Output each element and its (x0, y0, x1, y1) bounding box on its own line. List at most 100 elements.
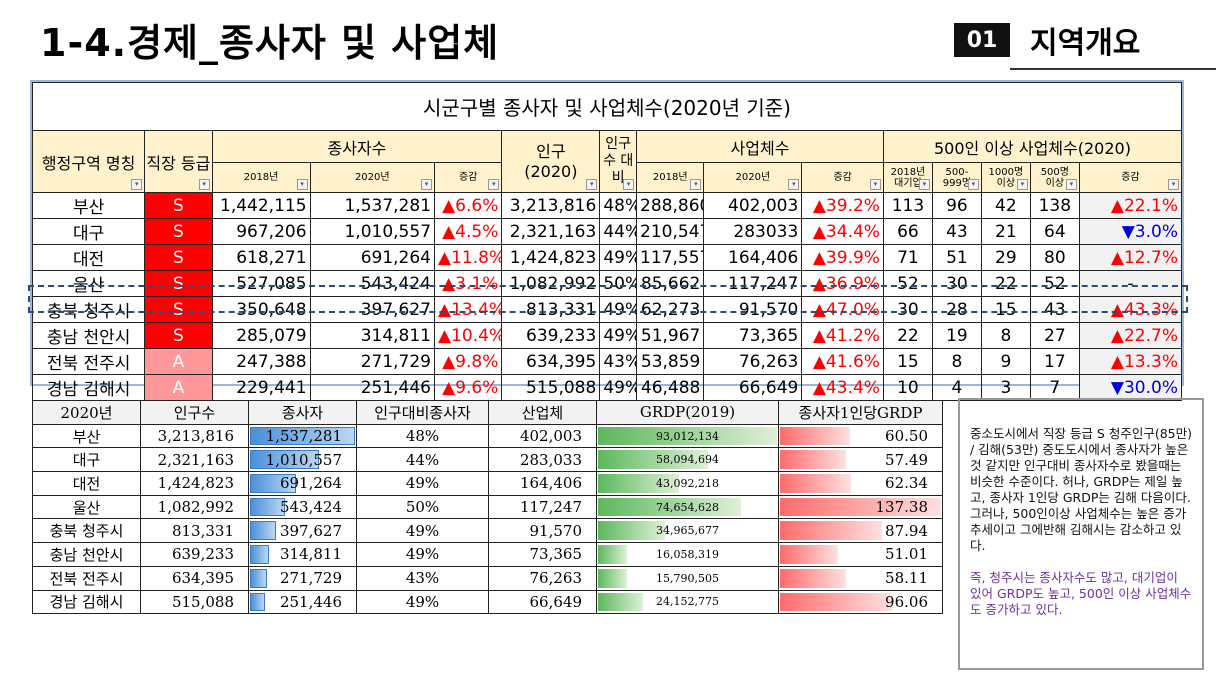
business-2020-cell[interactable]: 402,003 (703, 192, 803, 219)
workers-2020-cell[interactable]: 271,729 (309, 348, 436, 375)
over500-change-cell[interactable]: ▼30.0% (1078, 374, 1183, 401)
filter-dropdown-icon[interactable]: ▾ (586, 179, 598, 190)
grdp-per-worker-cell[interactable]: 60.50 (778, 423, 943, 449)
region-cell[interactable]: 대구 (31, 218, 146, 245)
business-change-cell[interactable]: ▲43.4% (801, 374, 884, 401)
business-cell[interactable]: 91,570 (488, 518, 597, 544)
filter-dropdown-icon[interactable]: ▾ (1168, 179, 1179, 190)
workers-2020-cell[interactable]: 314,811 (309, 322, 436, 349)
region-cell[interactable]: 충남 천안시 (32, 542, 141, 567)
business-2018-cell[interactable]: 117,557 (636, 244, 705, 271)
over500-2018-cell[interactable]: 66 (882, 218, 933, 245)
region-cell[interactable]: 대전 (31, 244, 146, 271)
workers-2018-cell[interactable]: 350,648 (211, 296, 311, 323)
over500-change-cell[interactable]: ▲43.3% (1078, 296, 1183, 323)
over500-1000-cell[interactable]: 42 (980, 192, 1031, 219)
col-business-2020[interactable]: 2020년 ▾ (703, 162, 803, 193)
business-2020-cell[interactable]: 66,649 (703, 374, 803, 401)
business-cell[interactable]: 164,406 (488, 471, 597, 496)
business-2020-cell[interactable]: 117,247 (703, 270, 803, 297)
business-2020-cell[interactable]: 76,263 (703, 348, 803, 375)
workers-cell[interactable]: 251,446 (248, 589, 357, 615)
pop-ratio-cell[interactable]: 49% (599, 374, 638, 401)
business-2018-cell[interactable]: 46,488 (636, 374, 705, 401)
grade-cell[interactable]: S (144, 218, 213, 245)
workers-2020-cell[interactable]: 1,010,557 (309, 218, 436, 245)
business-2018-cell[interactable]: 53,859 (636, 348, 705, 375)
grdp-cell[interactable]: 16,058,319 (596, 542, 779, 567)
filter-dropdown-icon[interactable]: ▾ (967, 179, 979, 190)
over500-1000-cell[interactable]: 22 (980, 270, 1031, 297)
over500-500-999-cell[interactable]: 4 (931, 374, 982, 401)
population-cell[interactable]: 3,213,816 (140, 423, 249, 449)
over500-500-999-cell[interactable]: 96 (931, 192, 982, 219)
grade-cell[interactable]: A (144, 348, 213, 375)
population-cell[interactable]: 2,321,163 (140, 447, 249, 473)
workers-cell[interactable]: 691,264 (248, 471, 357, 496)
filter-dropdown-icon[interactable]: ▾ (869, 179, 881, 190)
workers-2020-cell[interactable]: 251,446 (309, 374, 436, 401)
workers-change-cell[interactable]: ▲11.8% (434, 244, 503, 271)
filter-dropdown-icon[interactable]: ▾ (1016, 179, 1028, 190)
pop-ratio-cell[interactable]: 49% (356, 542, 489, 567)
grdp-cell[interactable]: 74,654,628 (596, 494, 779, 520)
over500-2018-cell[interactable]: 15 (882, 348, 933, 375)
pop-ratio-cell[interactable]: 49% (599, 244, 638, 271)
over500-1000-cell[interactable]: 3 (980, 374, 1031, 401)
pop-ratio-cell[interactable]: 49% (599, 296, 638, 323)
col-population[interactable]: 인구 (2020) ▾ (501, 130, 601, 193)
pop-ratio-cell[interactable]: 48% (599, 192, 638, 219)
filter-dropdown-icon[interactable]: ▾ (918, 179, 930, 190)
region-cell[interactable]: 전북 전주시 (32, 565, 141, 591)
population-cell[interactable]: 634,395 (140, 565, 249, 591)
col-pop-ratio[interactable]: 인구 수 대 비 ▾ (599, 130, 638, 193)
region-cell[interactable]: 부산 (32, 423, 141, 449)
workers-cell[interactable]: 271,729 (248, 565, 357, 591)
population-cell[interactable]: 1,082,992 (501, 270, 601, 297)
column-header[interactable]: 인구수 (140, 400, 249, 425)
workers-2018-cell[interactable]: 1,442,115 (211, 192, 311, 219)
population-cell[interactable]: 639,233 (140, 542, 249, 567)
grdp-cell[interactable]: 58,094,694 (596, 447, 779, 473)
workers-2018-cell[interactable]: 285,079 (211, 322, 311, 349)
pop-ratio-cell[interactable]: 49% (599, 322, 638, 349)
filter-dropdown-icon[interactable]: ▾ (1065, 179, 1077, 190)
filter-dropdown-icon[interactable]: ▾ (788, 179, 800, 190)
business-change-cell[interactable]: ▲39.9% (801, 244, 884, 271)
grdp-cell[interactable]: 34,965,677 (596, 518, 779, 544)
business-change-cell[interactable]: ▲36.9% (801, 270, 884, 297)
workers-cell[interactable]: 543,424 (248, 494, 357, 520)
workers-cell[interactable]: 1,010,557 (248, 447, 357, 473)
over500-2018-cell[interactable]: 71 (882, 244, 933, 271)
population-cell[interactable]: 1,424,823 (140, 471, 249, 496)
over500-2018-cell[interactable]: 52 (882, 270, 933, 297)
workers-cell[interactable]: 397,627 (248, 518, 357, 544)
workers-change-cell[interactable]: ▲10.4% (434, 322, 503, 349)
workers-2018-cell[interactable]: 229,441 (211, 374, 311, 401)
workers-change-cell[interactable]: ▲6.6% (434, 192, 503, 219)
over500-500-999-cell[interactable]: 19 (931, 322, 982, 349)
pop-ratio-cell[interactable]: 43% (599, 348, 638, 375)
col-workers-2018[interactable]: 2018년 ▾ (211, 162, 311, 193)
over500-1000-cell[interactable]: 9 (980, 348, 1031, 375)
population-cell[interactable]: 1,082,992 (140, 494, 249, 520)
business-cell[interactable]: 73,365 (488, 542, 597, 567)
col-over500-500-999[interactable]: 500- 999명 ▾ (931, 162, 982, 193)
business-2018-cell[interactable]: 62,273 (636, 296, 705, 323)
region-cell[interactable]: 충남 천안시 (31, 322, 146, 349)
over500-total-cell[interactable]: 43 (1029, 296, 1080, 323)
grdp-per-worker-cell[interactable]: 62.34 (778, 471, 943, 496)
over500-total-cell[interactable]: 138 (1029, 192, 1080, 219)
pop-ratio-cell[interactable]: 48% (356, 423, 489, 449)
over500-change-cell[interactable]: ▲12.7% (1078, 244, 1183, 271)
pop-ratio-cell[interactable]: 49% (356, 471, 489, 496)
business-2020-cell[interactable]: 73,365 (703, 322, 803, 349)
pop-ratio-cell[interactable]: 44% (356, 447, 489, 473)
over500-500-999-cell[interactable]: 51 (931, 244, 982, 271)
col-over500-2018[interactable]: 2018년 대기업 ▾ (882, 162, 933, 193)
column-header[interactable]: 종사자 (248, 400, 357, 425)
over500-total-cell[interactable]: 80 (1029, 244, 1080, 271)
business-change-cell[interactable]: ▲47.0% (801, 296, 884, 323)
grdp-cell[interactable]: 24,152,775 (596, 589, 779, 615)
grdp-per-worker-cell[interactable]: 57.49 (778, 447, 943, 473)
